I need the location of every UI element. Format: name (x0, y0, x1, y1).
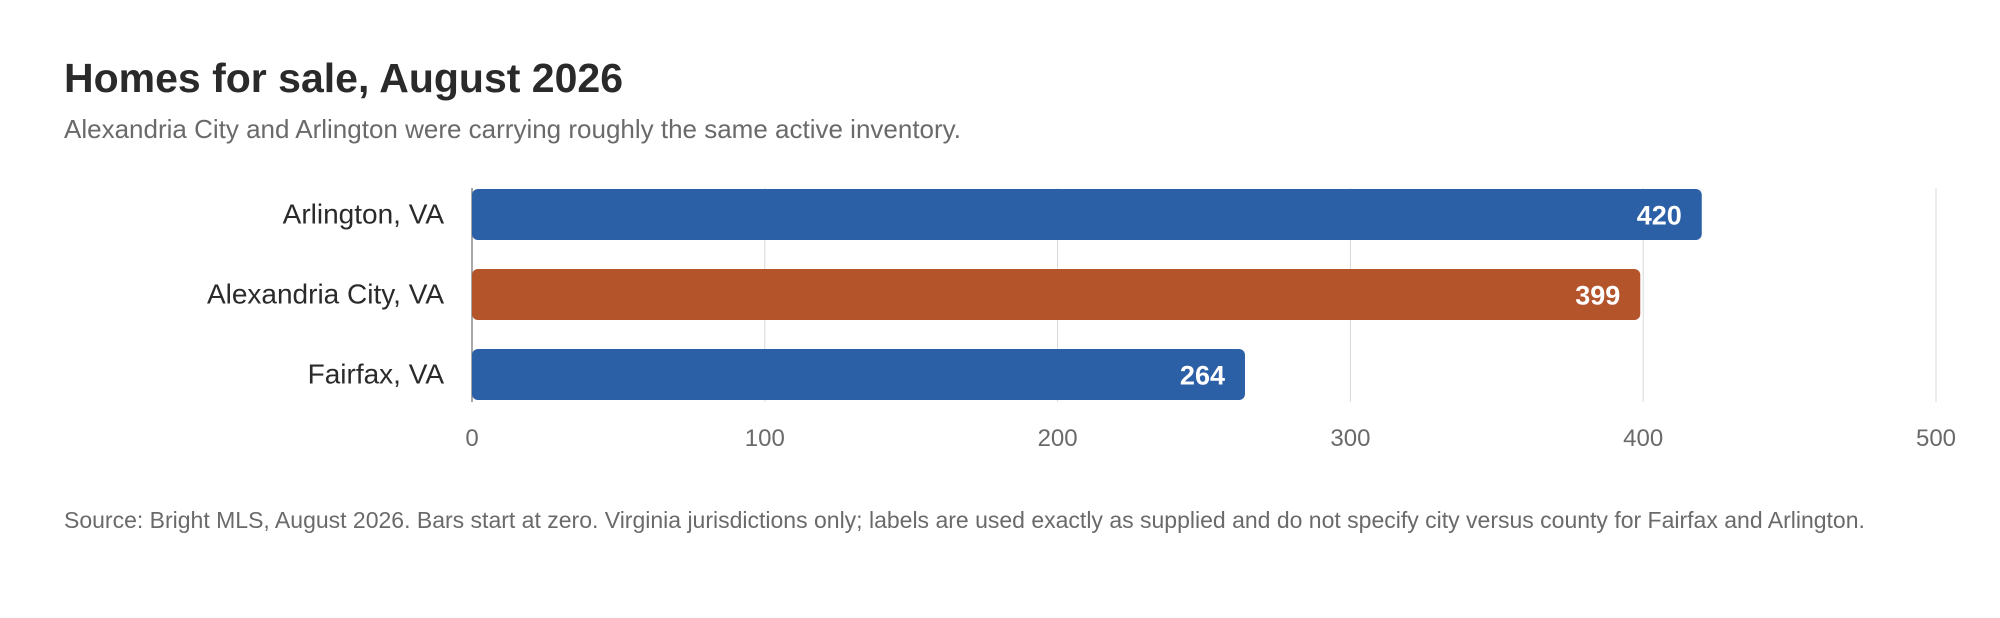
x-tick-label: 300 (1330, 425, 1370, 452)
bar (472, 189, 1702, 240)
x-axis-tick-labels: 0 100 200 300 400 500 (465, 425, 1956, 452)
x-tick-label: 500 (1916, 425, 1956, 452)
source-note: Source: Bright MLS, August 2026. Bars st… (64, 507, 1865, 533)
bar-value-label: 264 (1180, 361, 1225, 391)
x-tick-label: 0 (465, 425, 478, 452)
category-label: Arlington, VA (283, 199, 445, 230)
category-label: Fairfax, VA (308, 359, 445, 390)
bar (472, 269, 1641, 320)
bar-value-label: 399 (1575, 281, 1620, 311)
bar (472, 349, 1245, 400)
category-label: Alexandria City, VA (207, 279, 444, 310)
x-tick-label: 400 (1623, 425, 1663, 452)
x-tick-label: 200 (1038, 425, 1078, 452)
bar-value-label: 420 (1637, 201, 1682, 231)
bar-chart: 420 399 264 Arlington, VA Alexandria City, … (207, 188, 1956, 452)
chart-title: Homes for sale, August 2026 (64, 55, 624, 101)
x-tick-label: 100 (745, 425, 785, 452)
bars: 420 399 264 (472, 189, 1702, 400)
chart-subtitle: Alexandria City and Arlington were carry… (64, 114, 961, 144)
category-labels: Arlington, VA Alexandria City, VA Fairfax,… (207, 199, 444, 390)
